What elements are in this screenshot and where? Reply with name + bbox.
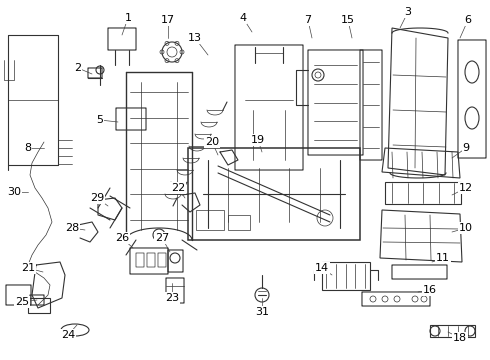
Text: 20: 20 <box>205 137 219 147</box>
Text: 28: 28 <box>65 223 79 233</box>
Text: 8: 8 <box>24 143 31 153</box>
Text: 9: 9 <box>463 143 469 153</box>
Text: 22: 22 <box>171 183 185 193</box>
Text: 1: 1 <box>124 13 131 23</box>
Text: 4: 4 <box>240 13 246 23</box>
Text: 18: 18 <box>453 333 467 343</box>
Text: 15: 15 <box>341 15 355 25</box>
Text: 17: 17 <box>161 15 175 25</box>
Bar <box>228 215 250 230</box>
Bar <box>385 182 461 204</box>
Text: 7: 7 <box>304 15 312 25</box>
Text: 29: 29 <box>90 193 104 203</box>
Text: 2: 2 <box>74 63 81 73</box>
Bar <box>196 210 224 230</box>
Text: 26: 26 <box>115 233 129 243</box>
Bar <box>28 298 50 313</box>
Text: 5: 5 <box>97 115 103 125</box>
Bar <box>322 262 370 290</box>
Text: 11: 11 <box>436 253 450 263</box>
Text: 30: 30 <box>7 187 21 197</box>
Text: 27: 27 <box>155 233 169 243</box>
Text: 3: 3 <box>405 7 412 17</box>
Text: 31: 31 <box>255 307 269 317</box>
Text: 21: 21 <box>21 263 35 273</box>
Bar <box>188 148 360 240</box>
Text: 10: 10 <box>459 223 473 233</box>
Text: 24: 24 <box>61 330 75 340</box>
Text: 23: 23 <box>165 293 179 303</box>
Text: 13: 13 <box>188 33 202 43</box>
Text: 6: 6 <box>465 15 471 25</box>
Text: 14: 14 <box>315 263 329 273</box>
Text: 25: 25 <box>15 297 29 307</box>
Text: 16: 16 <box>423 285 437 295</box>
Text: 12: 12 <box>459 183 473 193</box>
Bar <box>430 325 475 337</box>
Text: 19: 19 <box>251 135 265 145</box>
